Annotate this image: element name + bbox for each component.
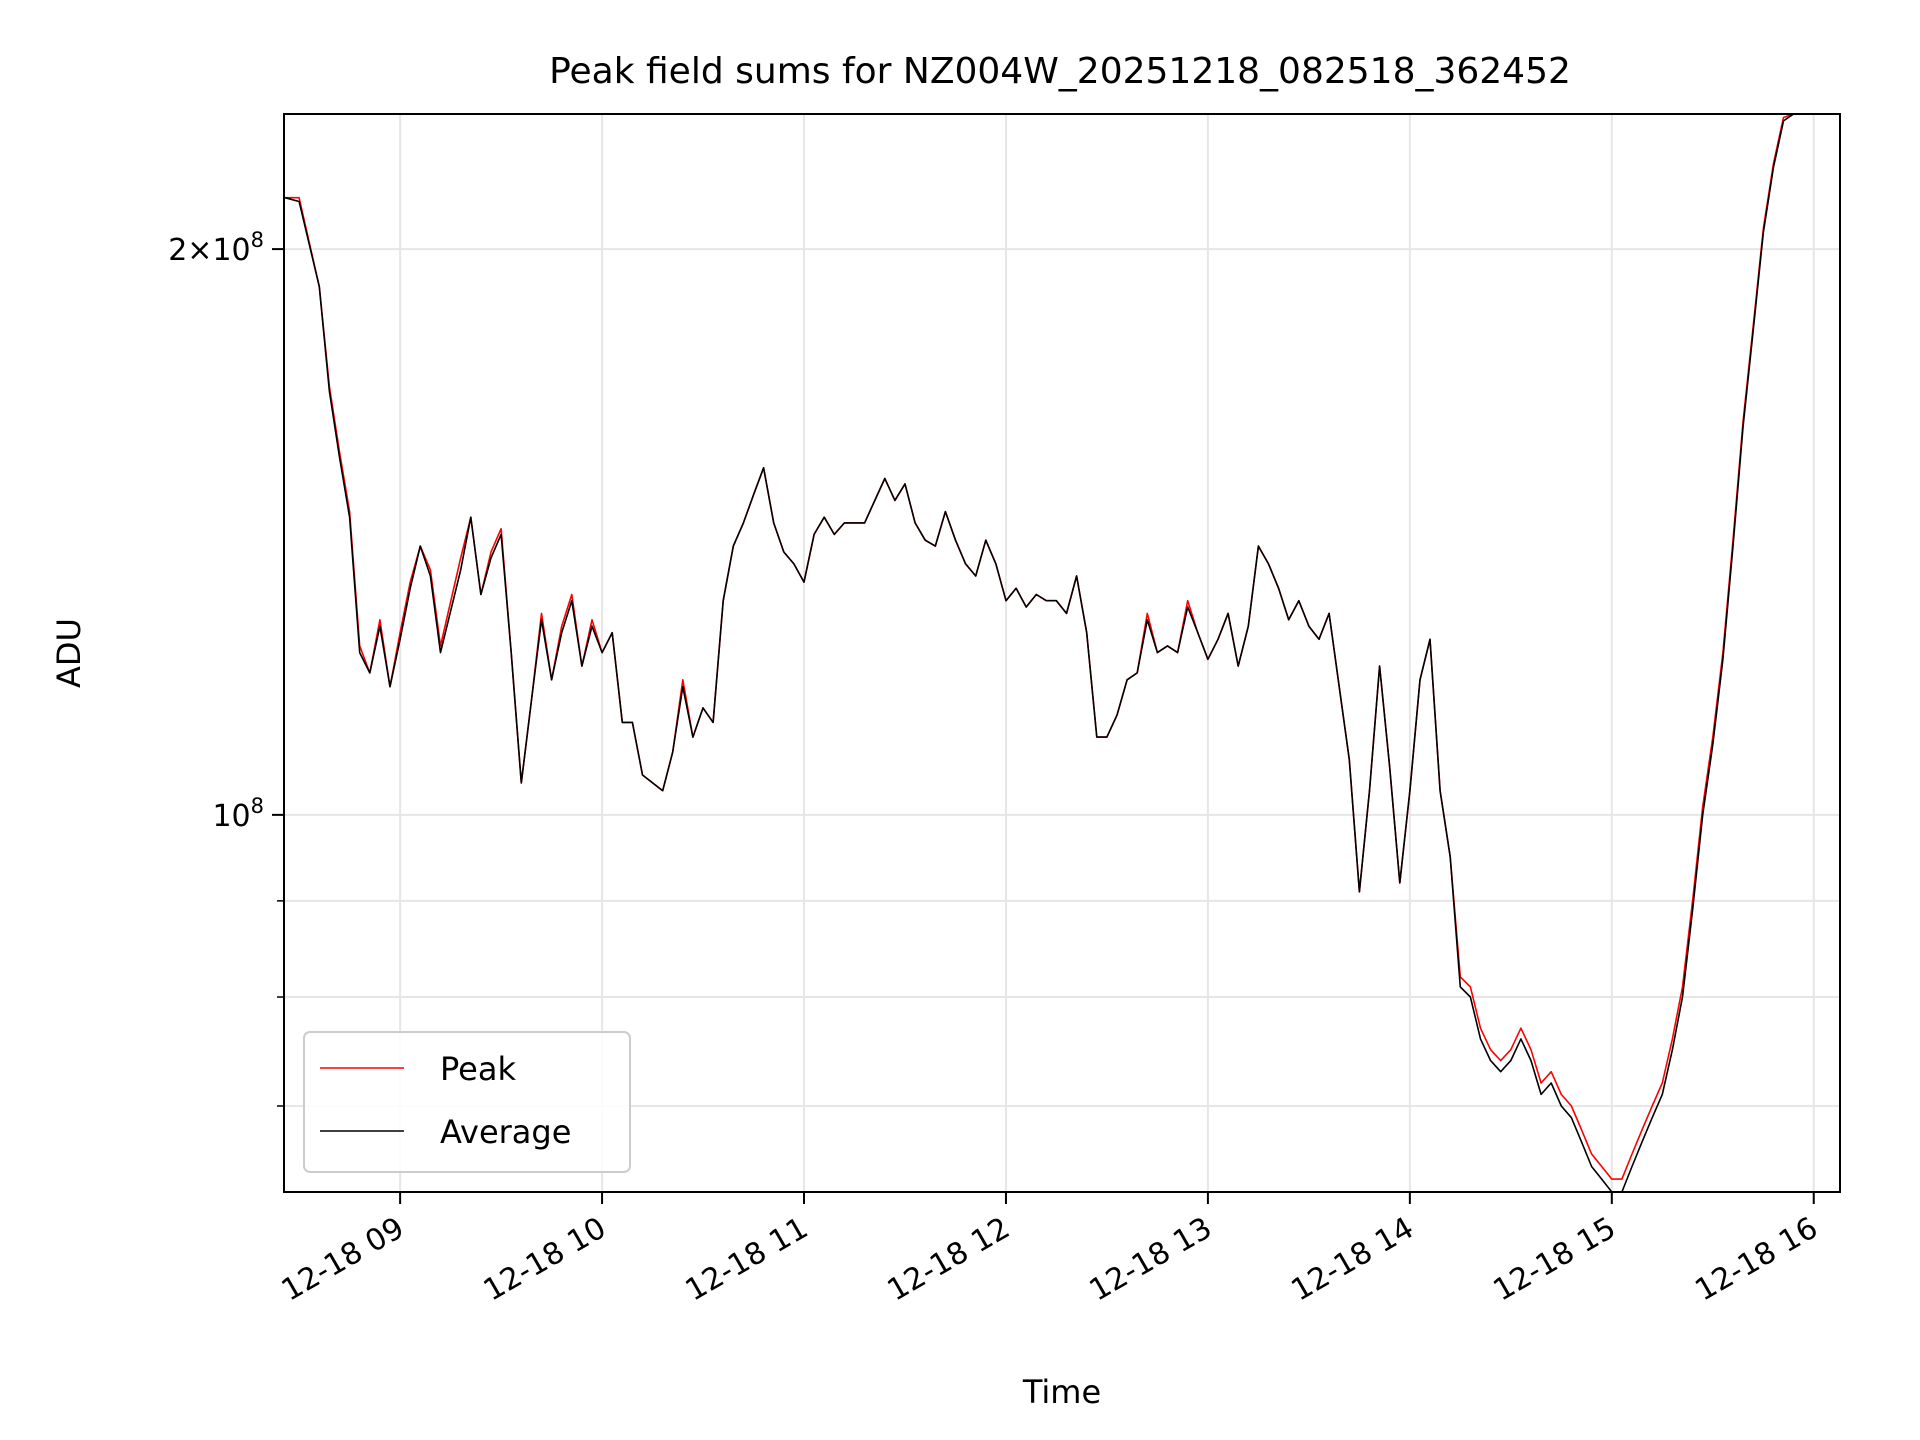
plot-lines bbox=[284, 113, 1795, 1193]
y-minor-ticks bbox=[277, 900, 284, 1107]
plot-frame bbox=[283, 113, 1841, 1193]
gridlines bbox=[284, 114, 1840, 1192]
y-axis-label: ADU bbox=[50, 618, 88, 688]
legend-average-label: Average bbox=[440, 1113, 571, 1151]
series-line-average bbox=[284, 113, 1795, 1193]
legend-peak-label: Peak bbox=[440, 1050, 516, 1088]
legend: Peak Average bbox=[303, 1031, 631, 1173]
x-axis-label: Time bbox=[1022, 1373, 1101, 1411]
legend-box bbox=[303, 1031, 631, 1173]
y-tick-label: 2×108 bbox=[168, 228, 264, 268]
chart-title: Peak field sums for NZ004W_20251218_0825… bbox=[549, 51, 1571, 92]
